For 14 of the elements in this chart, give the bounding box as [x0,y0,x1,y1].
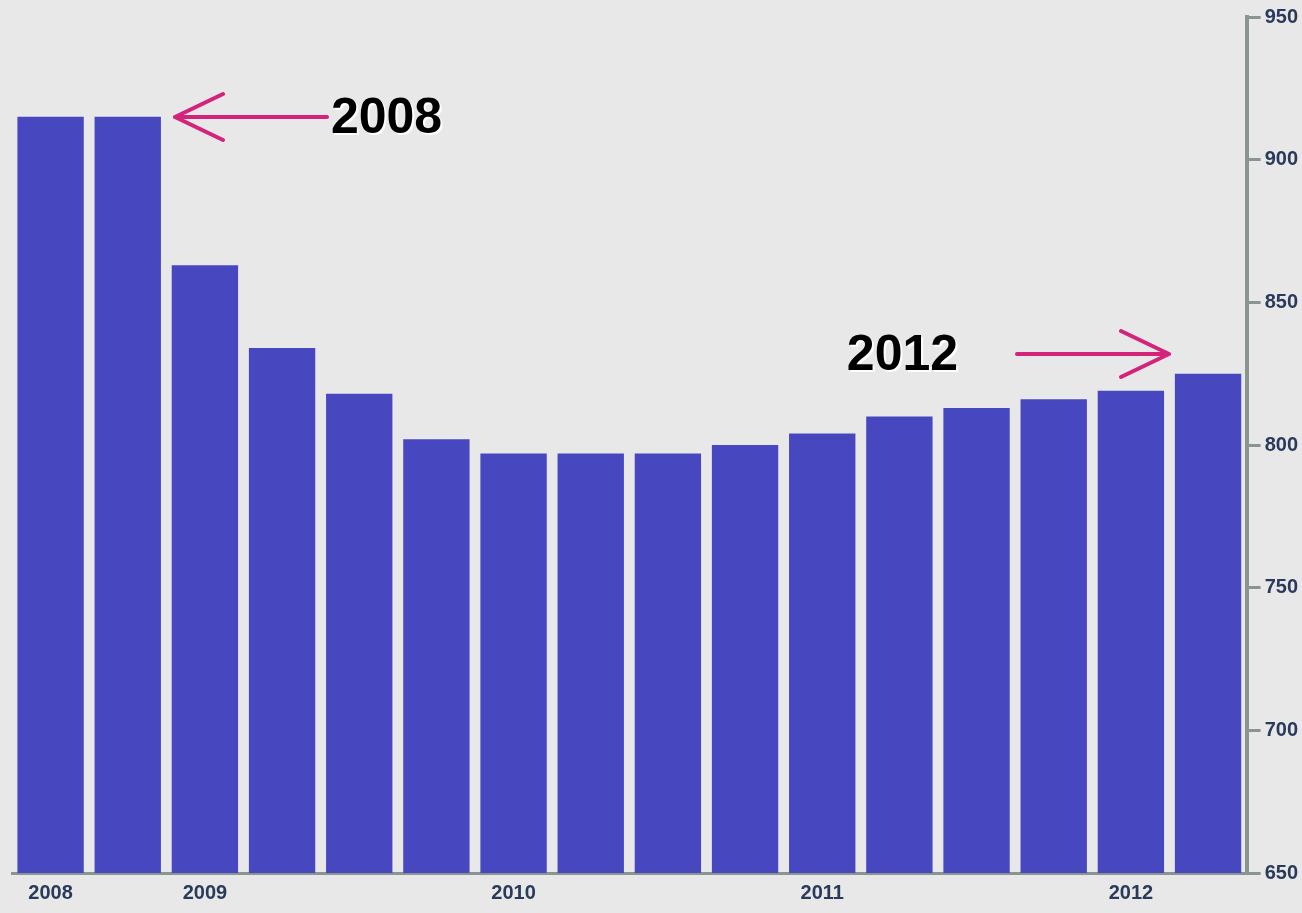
x-tick-label: 2010 [491,880,536,903]
y-tick-label: 850 [1264,289,1299,312]
x-tick-label: 2008 [28,880,73,903]
y-tick-label: 900 [1264,147,1299,170]
y-tick-label: 950 [1264,4,1299,27]
y-tick-label: 800 [1264,432,1299,455]
annotation: 2012 [846,323,959,382]
y-tick-label: 650 [1264,860,1299,883]
x-tick-label: 2009 [182,880,228,903]
y-tick-label: 700 [1264,717,1299,740]
x-tick-label: 2011 [800,880,844,903]
annotation: 2008 [330,86,443,145]
x-tick-label: 2012 [1108,880,1154,903]
y-tick-label: 750 [1264,575,1299,598]
